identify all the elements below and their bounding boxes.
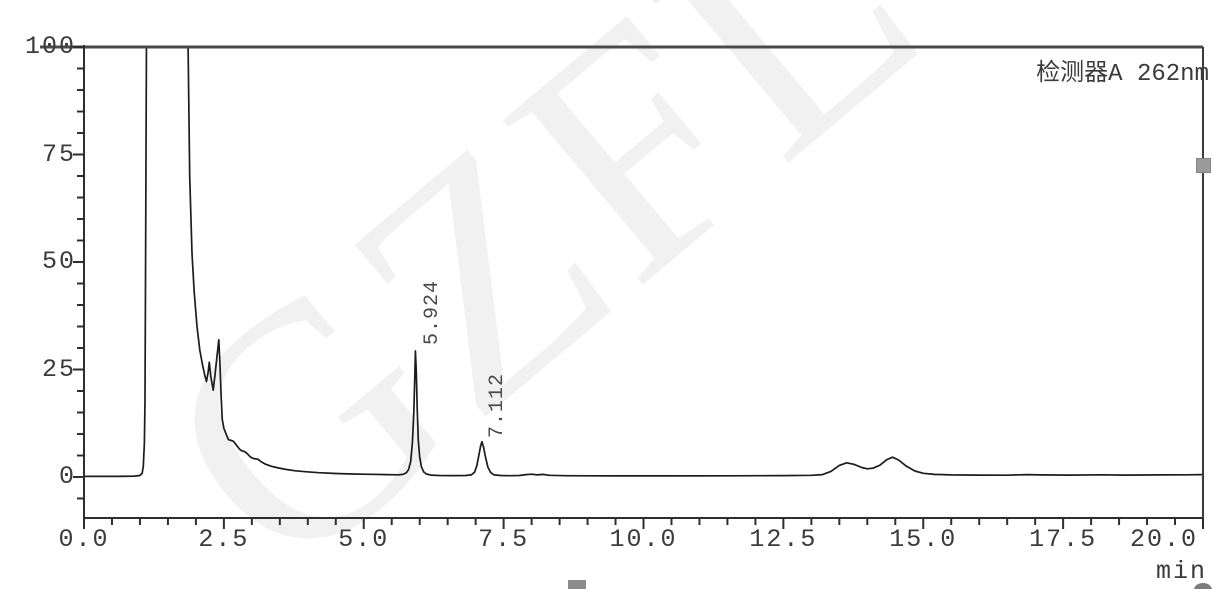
y-axis-ticks	[73, 46, 84, 500]
x-tick-label: 0.0	[58, 525, 110, 554]
x-axis-ticks	[83, 518, 1204, 529]
detector-wavelength-label: 检测器A 262nm	[1036, 61, 1209, 88]
x-tick-label: 15.0	[889, 525, 958, 554]
peak-retention-time-label: 7.112	[486, 372, 509, 438]
y-tick-label: 0	[58, 462, 76, 491]
x-tick-label: 20.0	[1129, 525, 1198, 554]
y-tick-label: 25	[41, 354, 76, 384]
watermark-text: GZFLW	[97, 0, 1214, 589]
chromatogram-trace	[84, 46, 1203, 478]
x-tick-label: 2.5	[198, 525, 250, 554]
resize-handle-middle-right[interactable]	[1196, 158, 1211, 173]
x-tick-label: 7.5	[478, 525, 530, 554]
resize-handle-bottom-center[interactable]	[568, 580, 586, 589]
x-tick-label: 5.0	[338, 525, 390, 554]
peak-retention-time-label: 5.924	[421, 279, 444, 345]
x-tick-label: 10.0	[609, 525, 678, 554]
y-tick-label: 100	[24, 32, 76, 61]
x-tick-label: 12.5	[749, 525, 818, 554]
y-tick-label: 75	[41, 139, 76, 169]
resize-handle-bottom-right-corner[interactable]	[1194, 583, 1212, 589]
x-tick-label: 17.5	[1029, 525, 1098, 554]
y-tick-label: 50	[41, 247, 76, 276]
x-axis-unit-label: min	[1155, 557, 1207, 586]
